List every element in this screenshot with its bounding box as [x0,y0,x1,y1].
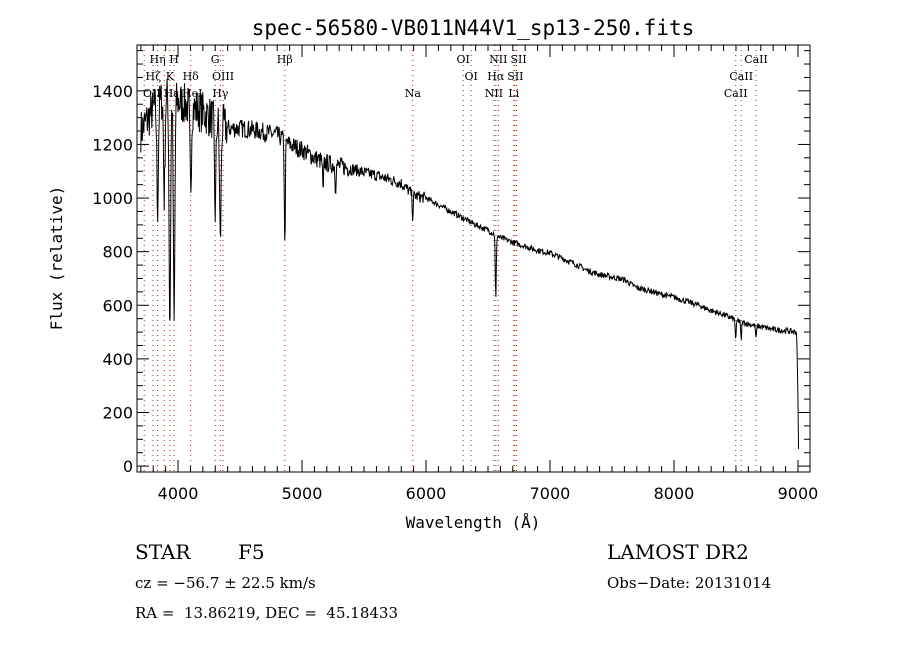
axes: 4000 5000 6000 7000 8000 9000 0 200 400 600 800 100… [92,45,818,503]
line-label: OI [457,53,470,66]
y-tick-label: 800 [102,243,133,262]
line-label: CaII [729,70,753,83]
x-tick-label: 8000 [654,484,695,503]
x-tick-label: 4000 [158,484,199,503]
line-label: Hα [487,70,505,83]
plot-frame [136,44,811,473]
obs-date: Obs−Date: 20131014 [607,574,772,592]
line-label: OII [143,87,161,100]
x-tick-label: 7000 [530,484,571,503]
x-tick-label: 6000 [406,484,447,503]
y-tick-label: 200 [102,403,133,422]
line-label: Hη [150,53,166,66]
line-label: K [166,70,175,83]
line-label: NII [485,87,503,100]
line-label: Na [405,87,422,100]
line-label: CaII [724,87,748,100]
survey-label: LAMOST DR2 [607,540,749,564]
x-tick-label: 9000 [778,484,819,503]
x-tick-label: 5000 [282,484,323,503]
line-markers [143,45,757,472]
chart-title: spec-56580-VB011N44V1_sp13-250.fits [252,16,695,40]
y-axis-label: Flux (relative) [47,186,66,331]
line-label: Hβ [277,53,293,66]
spectrum-line [140,78,799,449]
line-label: Hδ [183,70,200,83]
line-label: OIII [212,70,234,83]
line-label: Li [508,87,519,100]
y-tick-label: 600 [102,296,133,315]
line-label: Hγ [212,87,229,100]
subclass: F5 [238,540,265,564]
y-tick-label: 400 [102,350,133,369]
line-label: OI [465,70,478,83]
y-tick-label: 1400 [92,82,133,101]
y-tick-label: 0 [123,457,133,476]
object-class: STAR [135,540,191,564]
line-label: SII [507,70,523,83]
line-label: SII [511,53,527,66]
line-label: CaII [744,53,768,66]
x-axis-label: Wavelength (Å) [406,513,541,532]
redshift-cz: cz = −56.7 ± 22.5 km/s [135,574,316,592]
y-tick-label: 1200 [92,135,133,154]
line-label: G [211,53,220,66]
y-tick-label: 1000 [92,189,133,208]
line-label: Hζ [146,70,162,83]
line-label: H [169,53,179,66]
line-label: NII [489,53,507,66]
coordinates: RA = 13.86219, DEC = 45.18433 [135,604,399,622]
